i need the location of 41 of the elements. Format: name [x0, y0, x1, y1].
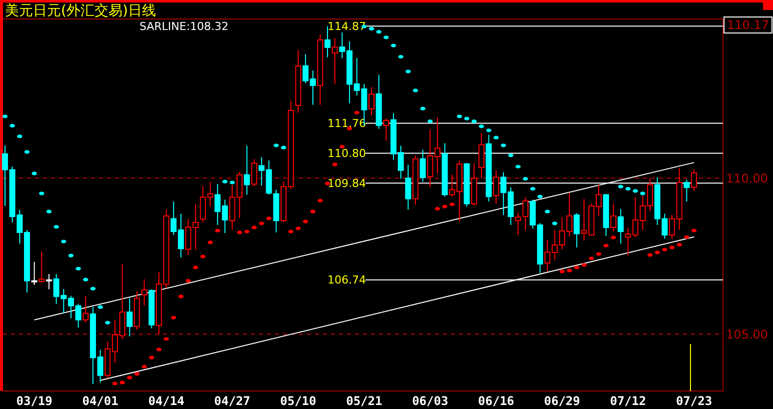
x-tick-label: 04/27: [214, 394, 250, 408]
annotation: SARLINE:108.32: [139, 20, 229, 33]
x-tick-label: 05/21: [346, 394, 382, 408]
candlestick: [46, 273, 52, 290]
candlestick: [691, 169, 697, 192]
x-tick-label: 03/19: [16, 394, 52, 408]
ref-line-label: 106.74: [328, 274, 366, 287]
x-tick-label: 06/03: [412, 394, 448, 408]
ref-line-label: 109.84: [328, 177, 366, 190]
ref-line-label: 114.87: [328, 20, 366, 34]
candlestick: [574, 212, 580, 248]
x-tick-label: 07/23: [676, 394, 712, 408]
candlestick: [420, 149, 426, 182]
candlestick: [244, 145, 250, 196]
candlestick: [368, 86, 374, 116]
ref-line-label: 110.80: [328, 147, 366, 160]
x-tick-label: 07/12: [610, 394, 646, 408]
y-tick-label: 110.00: [726, 171, 768, 186]
candlestick: [31, 261, 38, 286]
x-tick-label: 04/14: [148, 394, 184, 408]
candlestick: [251, 158, 258, 188]
candlestick: [684, 179, 690, 202]
candlestick: [478, 132, 484, 179]
x-tick-label: 06/29: [544, 394, 580, 408]
candlestick: [332, 38, 338, 84]
candlestick: [126, 298, 133, 337]
candlestick: [618, 208, 624, 244]
chart-title: 美元日元(外汇交易)日线: [5, 3, 156, 19]
x-tick-label: 06/16: [478, 394, 514, 408]
ref-line-label: 111.76: [328, 117, 366, 130]
candlestick: [82, 295, 89, 324]
text: 110.17: [727, 18, 769, 32]
candlestick: [610, 203, 616, 232]
candlestick: [493, 170, 500, 204]
x-tick-label: 04/01: [82, 394, 118, 408]
candlestick: [383, 118, 390, 142]
candlestick: [405, 164, 412, 210]
x-tick-label: 05/10: [280, 394, 316, 408]
candlestick: [38, 251, 45, 283]
candlestick: [141, 278, 148, 306]
y-tick-label: 105.00: [726, 327, 768, 342]
